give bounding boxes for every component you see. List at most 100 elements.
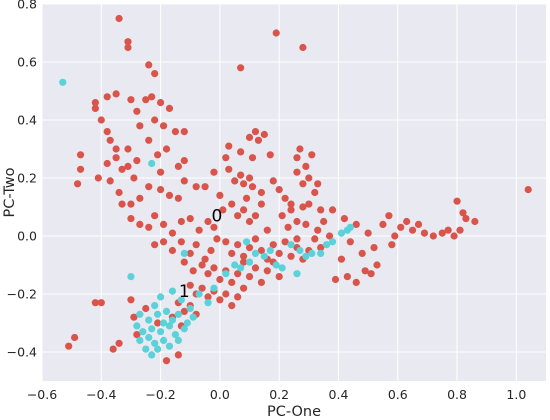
data-point-cluster-0	[352, 278, 360, 286]
data-point-cluster-0	[245, 174, 254, 182]
data-point-cluster-0	[275, 273, 283, 281]
y-tick-label: 0.0	[17, 229, 37, 244]
data-point-cluster-0	[118, 200, 126, 208]
data-point-cluster-0	[186, 281, 194, 289]
data-point-cluster-0	[240, 180, 248, 188]
data-point-cluster-0	[388, 241, 396, 249]
data-point-cluster-0	[207, 246, 215, 255]
data-point-cluster-0	[251, 212, 260, 220]
data-point-cluster-1	[174, 310, 182, 318]
data-point-cluster-0	[254, 136, 263, 144]
data-point-cluster-0	[242, 194, 251, 202]
data-point-cluster-0	[168, 229, 177, 237]
data-point-cluster-0	[281, 238, 289, 246]
data-point-cluster-0	[91, 299, 99, 307]
data-point-cluster-1	[186, 304, 194, 313]
data-point-cluster-0	[299, 180, 307, 188]
data-point-cluster-1	[266, 246, 274, 255]
data-point-cluster-0	[171, 128, 180, 136]
data-point-cluster-1	[168, 287, 177, 295]
data-point-cluster-1	[272, 261, 280, 269]
data-point-cluster-0	[115, 188, 123, 197]
data-point-cluster-0	[331, 275, 340, 284]
data-point-cluster-1	[139, 328, 147, 336]
data-point-cluster-0	[281, 194, 289, 202]
data-point-cluster-0	[145, 223, 153, 231]
data-point-cluster-0	[257, 200, 265, 208]
y-tick-label: 0.4	[17, 113, 37, 128]
data-point-cluster-0	[234, 270, 242, 278]
data-point-cluster-0	[237, 148, 245, 156]
y-tick-label: 0.8	[17, 0, 37, 12]
data-point-cluster-0	[305, 174, 313, 182]
data-point-cluster-0	[145, 183, 153, 191]
data-point-cluster-0	[429, 232, 437, 240]
data-point-cluster-0	[237, 64, 245, 72]
data-point-cluster-0	[210, 264, 218, 272]
data-point-cluster-1	[159, 319, 168, 327]
data-point-cluster-0	[320, 217, 328, 226]
data-point-cluster-1	[287, 241, 295, 249]
data-point-cluster-0	[471, 217, 479, 226]
data-point-cluster-0	[251, 235, 260, 243]
data-point-cluster-0	[210, 168, 218, 176]
data-point-cluster-1	[242, 238, 251, 246]
data-point-cluster-0	[103, 128, 111, 136]
data-point-cluster-0	[112, 145, 120, 153]
data-point-cluster-0	[275, 249, 283, 257]
data-point-cluster-0	[180, 157, 188, 165]
data-point-cluster-0	[385, 212, 393, 220]
data-point-cluster-0	[278, 212, 286, 220]
y-axis-label: PC-Two	[2, 167, 18, 217]
x-tick-label: 0.2	[269, 387, 289, 402]
x-tick-label: 0.0	[210, 387, 230, 402]
data-point-cluster-0	[379, 220, 387, 228]
data-point-cluster-0	[293, 154, 301, 162]
data-point-cluster-0	[302, 162, 310, 170]
data-point-cluster-1	[148, 325, 156, 333]
data-point-cluster-0	[165, 191, 174, 199]
data-point-cluster-1	[133, 322, 141, 330]
data-point-cluster-0	[257, 188, 265, 197]
data-point-cluster-0	[352, 220, 360, 228]
data-point-cluster-0	[263, 226, 271, 234]
data-point-cluster-0	[142, 304, 150, 313]
data-point-cluster-0	[311, 188, 319, 197]
data-point-cluster-0	[524, 186, 532, 194]
data-point-cluster-1	[127, 273, 135, 281]
data-point-cluster-1	[245, 258, 254, 266]
data-point-cluster-0	[346, 238, 354, 246]
data-point-cluster-0	[154, 319, 162, 327]
data-point-cluster-1	[174, 336, 182, 344]
data-point-cluster-0	[328, 206, 337, 214]
data-point-cluster-0	[296, 145, 304, 153]
data-point-cluster-0	[106, 177, 114, 185]
data-point-cluster-0	[216, 191, 224, 199]
data-point-cluster-0	[222, 290, 230, 298]
data-point-cluster-1	[278, 264, 286, 272]
data-point-cluster-0	[257, 278, 265, 286]
x-tick-label: 0.6	[388, 387, 408, 402]
data-point-cluster-1	[210, 284, 218, 292]
data-point-cluster-0	[240, 284, 248, 292]
data-point-cluster-1	[148, 351, 156, 359]
data-point-cluster-1	[168, 316, 177, 324]
data-point-cluster-0	[65, 342, 73, 350]
data-point-cluster-0	[174, 194, 182, 202]
data-point-cluster-0	[444, 226, 452, 234]
data-point-cluster-0	[228, 278, 236, 286]
data-point-cluster-0	[414, 220, 423, 228]
data-point-cluster-1	[183, 319, 191, 327]
data-point-cluster-0	[245, 133, 254, 141]
data-point-cluster-1	[180, 249, 188, 257]
data-point-cluster-0	[245, 244, 254, 252]
data-point-cluster-1	[177, 296, 185, 304]
data-point-cluster-0	[124, 43, 132, 52]
data-point-cluster-0	[177, 238, 185, 246]
data-point-cluster-0	[462, 215, 470, 223]
data-point-cluster-0	[103, 159, 111, 168]
data-point-cluster-1	[165, 322, 174, 330]
data-point-cluster-1	[159, 336, 168, 344]
data-point-cluster-1	[154, 345, 162, 353]
